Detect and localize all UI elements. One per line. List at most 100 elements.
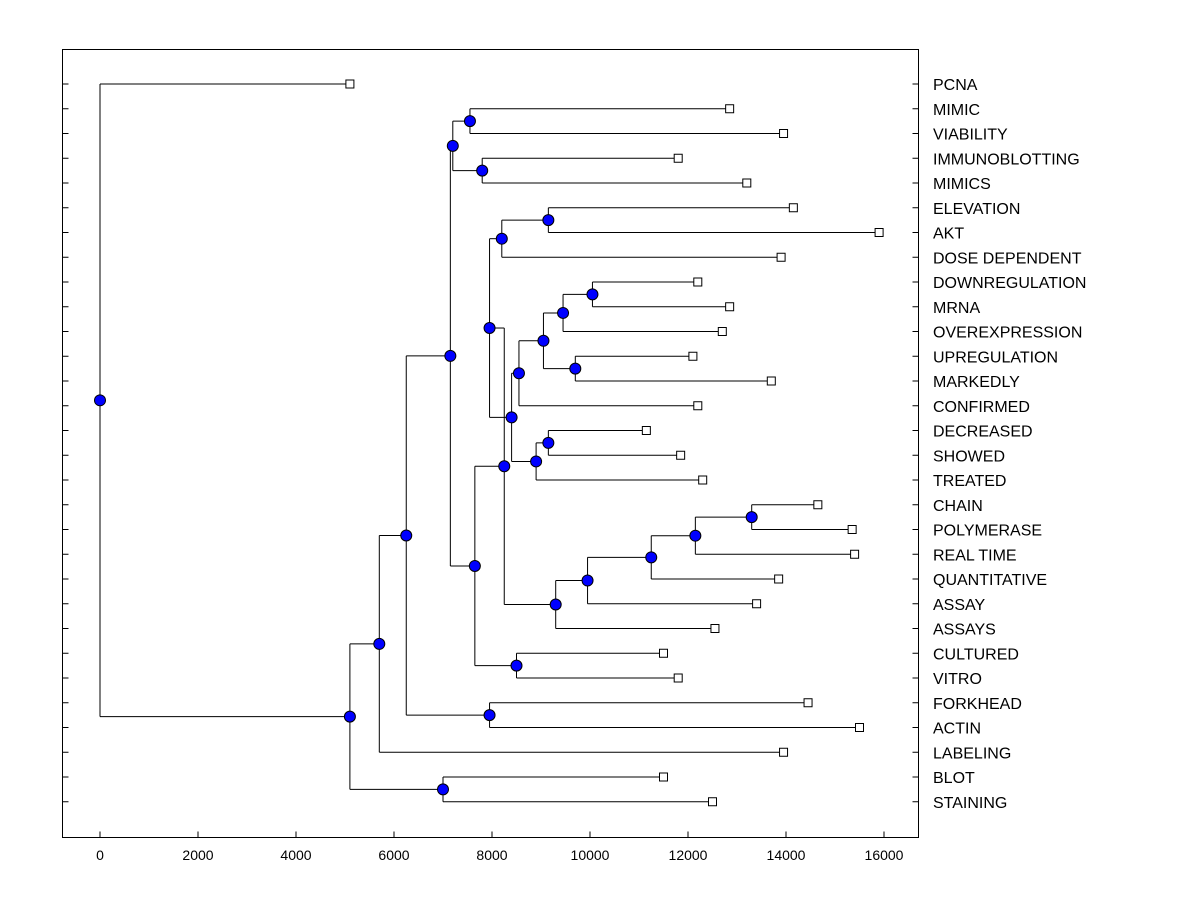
leaf-label-decreased: DECREASED	[933, 424, 1033, 441]
leaf-marker-actin	[855, 723, 864, 732]
leaf-marker-cultured	[659, 648, 668, 658]
leaf-marker-vitro	[673, 673, 683, 683]
merge-node-n-chain-assays	[549, 598, 562, 611]
leaf-marker-treated	[698, 475, 708, 485]
merge-node-n-mimic-viab	[463, 115, 476, 128]
leaf-label-immunoblotting: IMMUNOBLOTTING	[933, 151, 1080, 168]
leaf-marker-quantitative	[774, 574, 784, 584]
leaf-marker-staining	[708, 797, 717, 807]
x-tick-label: 0	[96, 847, 104, 863]
x-tick-label: 2000	[182, 847, 213, 863]
leaf-label-elevation: ELEVATION	[933, 201, 1020, 218]
leaf-label-assay: ASSAY	[933, 597, 986, 614]
x-tick-label: 8000	[476, 847, 507, 863]
leaf-marker-polymerase	[847, 525, 857, 534]
merge-node-n-g7	[373, 637, 386, 650]
leaf-marker-downregulation	[693, 277, 703, 287]
merge-node-n-g1	[446, 139, 459, 152]
leaf-label-pcna: PCNA	[933, 77, 978, 94]
merge-node-n-conf-treat	[505, 411, 518, 424]
leaf-label-staining: STAINING	[933, 795, 1007, 812]
leaf-label-assays: ASSAYS	[933, 622, 996, 639]
merge-node-n-blot-stain	[437, 783, 449, 796]
merge-node-n-dec-treat	[530, 455, 543, 468]
leaf-marker-showed	[676, 450, 686, 460]
merge-node-n-g6	[400, 529, 413, 542]
merge-node-n-dec-show	[542, 436, 555, 449]
leaf-label-upregulation: UPREGULATION	[933, 349, 1058, 366]
leaf-label-forkhead: FORKHEAD	[933, 696, 1022, 713]
leaf-marker-assay	[752, 599, 762, 609]
merge-node-n-chain-rt	[689, 529, 702, 542]
leaf-label-downregulation: DOWNREGULATION	[933, 275, 1086, 292]
merge-node-n-g3	[498, 460, 511, 473]
leaf-marker-upregulation	[688, 351, 698, 361]
leaf-label-quantitative: QUANTITATIVE	[933, 572, 1047, 589]
merge-node-n-fork-actin	[483, 709, 496, 722]
leaf-label-real-time: REAL TIME	[933, 547, 1017, 564]
x-tick-label: 12000	[669, 847, 708, 863]
merge-node-n-cult-vitro	[510, 659, 523, 672]
merge-node-n-chain-assay	[581, 574, 594, 587]
leaf-marker-immunoblotting	[673, 153, 683, 163]
leaf-label-mrna: MRNA	[933, 300, 980, 317]
leaf-marker-viability	[779, 129, 789, 138]
x-tick-label: 16000	[865, 847, 904, 863]
leaf-label-viability: VIABILITY	[933, 127, 1008, 144]
merge-node-n-elev-dose	[495, 232, 508, 245]
leaf-label-chain: CHAIN	[933, 498, 983, 515]
leaf-marker-mrna	[725, 302, 735, 312]
merge-nodes	[94, 115, 758, 796]
leaf-marker-pcna	[345, 79, 355, 89]
x-tick-label: 10000	[571, 847, 610, 863]
plot-frame	[62, 49, 919, 838]
leaf-marker-akt	[874, 228, 884, 237]
leaf-label-dose-dependent: DOSE DEPENDENT	[933, 250, 1082, 267]
leaf-marker-forkhead	[803, 698, 813, 708]
leaf-label-mimics: MIMICS	[933, 176, 991, 193]
leaf-label-confirmed: CONFIRMED	[933, 399, 1030, 416]
leaf-marker-labeling	[779, 747, 789, 757]
merge-node-n-elev-akt	[542, 214, 555, 227]
leaf-label-actin: ACTIN	[933, 721, 981, 738]
leaf-marker-overexpression	[717, 327, 727, 336]
x-tick-label: 4000	[280, 847, 311, 863]
leaf-label-akt: AKT	[933, 226, 964, 243]
leaf-label-treated: TREATED	[933, 473, 1006, 490]
leaf-marker-mimics	[742, 178, 752, 188]
merge-node-n-chain-poly	[745, 511, 758, 524]
leaf-marker-dose-dependent	[776, 252, 786, 262]
leaf-label-vitro: VITRO	[933, 671, 982, 688]
x-axis: 0 2000 4000 6000 8000 10000 12000 14000 16000	[96, 831, 904, 863]
merge-node-n-reg	[537, 334, 550, 347]
merge-node-n-g2	[483, 322, 496, 335]
x-tick-label: 6000	[378, 847, 409, 863]
leaf-label-overexpression: OVEREXPRESSION	[933, 325, 1082, 342]
leaf-marker-blot	[659, 772, 668, 782]
merge-node-n-root	[94, 394, 106, 407]
leaf-label-blot: BLOT	[933, 770, 975, 787]
leaf-marker-confirmed	[693, 401, 703, 411]
merge-node-n-g8	[343, 710, 356, 723]
merge-node-n-down-over	[557, 306, 570, 319]
leaf-label-mimic: MIMIC	[933, 102, 980, 119]
leaf-label-markedly: MARKEDLY	[933, 374, 1020, 391]
leaf-marker-chain	[813, 500, 823, 510]
leaf-label-polymerase: POLYMERASE	[933, 523, 1042, 540]
leaf-marker-elevation	[788, 203, 798, 213]
merge-node-n-g5	[444, 349, 457, 362]
merge-node-n-chain-quant	[645, 551, 658, 564]
leaf-label-cultured: CULTURED	[933, 646, 1019, 663]
leaf-marker-decreased	[641, 426, 651, 435]
leaf-label-labeling: LABELING	[933, 745, 1011, 762]
dendrogram-branches	[99, 83, 880, 803]
left-tick-marks	[62, 83, 919, 803]
merge-node-n-reg-conf	[512, 367, 525, 380]
merge-node-n-g4	[468, 559, 481, 572]
merge-node-n-immuno-mimics	[476, 164, 489, 177]
merge-node-n-up-mark	[569, 362, 582, 375]
x-tick-label: 14000	[767, 847, 806, 863]
leaf-marker-real-time	[850, 549, 860, 559]
leaf-marker-markedly	[766, 376, 776, 386]
leaf-labels: PCNA MIMIC VIABILITY IMMUNOBLOTTING MIMICS EL…	[933, 77, 1086, 812]
